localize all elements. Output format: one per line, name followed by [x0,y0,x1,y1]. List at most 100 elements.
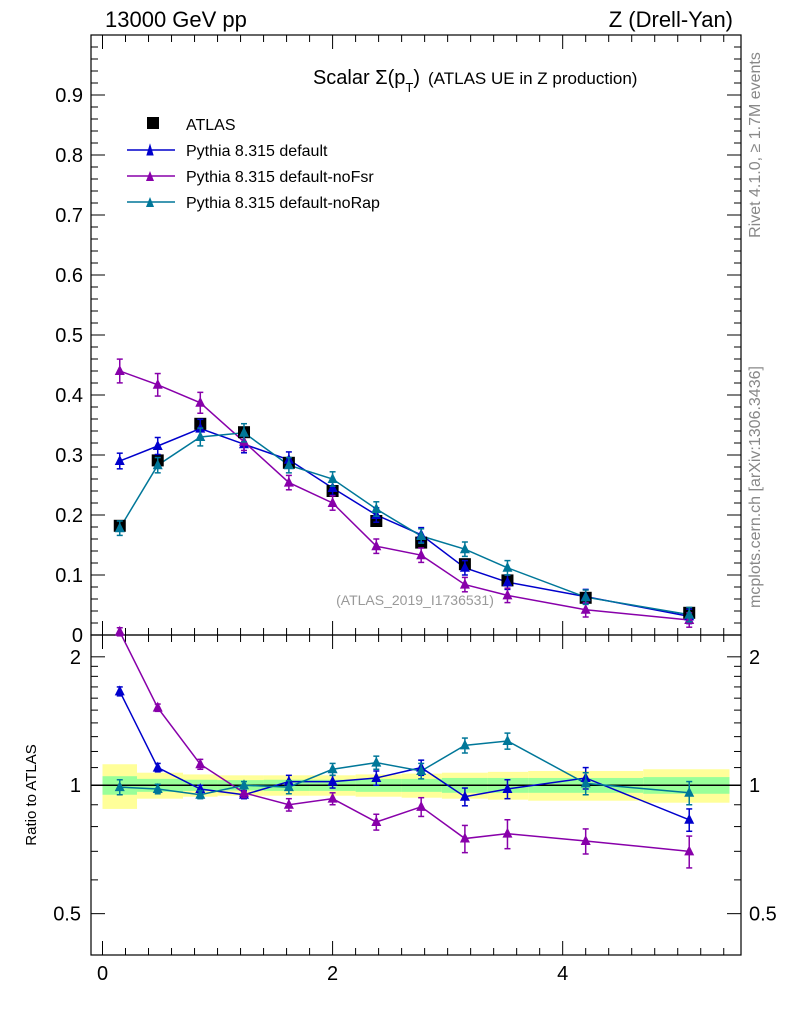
main-ytick-label: 0.4 [55,385,83,407]
analysis-id: (ATLAS_2019_I1736531) [336,592,494,608]
mcplots-label: mcplots.cern.ch [arXiv:1306.3436] [747,366,764,608]
main-ytick-label: 0.9 [55,85,83,107]
main-point-mc [502,576,513,587]
legend-marker-atlas [147,117,159,129]
main-point-mc [684,608,695,619]
ratio-point [114,781,125,792]
ratio-data [114,625,695,869]
ratio-point [327,792,338,803]
main-point-mc [114,455,125,465]
main-point-mc [416,549,427,560]
header-left: 13000 GeV pp [105,7,247,32]
main-point-mc [459,543,470,554]
ratio-point [327,775,338,786]
legend-label-nofsr: Pythia 8.315 default-noFsr [186,169,374,186]
legend-marker-nofsr [146,171,154,181]
legend-label-default: Pythia 8.315 default [186,143,328,160]
main-series-line [119,427,690,618]
main-point-mc [580,591,591,602]
main-ytick-label: 0.3 [55,445,83,467]
ratio-point [459,832,470,843]
legend-label-norap: Pythia 8.315 default-noRap [186,195,380,212]
ratio-series-line [119,740,690,796]
main-point-mc [114,522,125,533]
ratio-ytick-label: 1 [70,775,81,797]
main-title: Scalar Σ(pT) [313,67,420,95]
main-ytick-label: 0 [72,625,83,647]
title-main: Scalar Σ(p [313,67,405,89]
title-close: ) [413,67,420,89]
main-point-mc [152,459,163,470]
main-point-mc [580,603,591,614]
ratio-frame [90,634,742,956]
main-title-rest: (ATLAS UE in Z production) [428,69,637,88]
ratio-point [416,764,427,775]
ratio-point [459,739,470,750]
ratio-point [684,786,695,797]
ratio-point [580,835,591,846]
main-point-mc [152,440,163,450]
title-sub: T [405,80,413,95]
main-series-line [119,370,690,621]
ratio-point [195,758,206,769]
ratio-point [239,779,250,790]
ratio-series-line [119,691,690,821]
main-point-mc [327,482,338,492]
ratio-xtick-label: 0 [97,963,108,985]
main-point-mc [502,589,513,600]
main-point-mc [283,476,294,487]
ratio-point [684,813,695,824]
main-point-mc [195,396,206,407]
ratio-point [502,827,513,838]
main-series-line [119,432,690,616]
ratio-point [371,771,382,782]
main-point-mc [114,365,125,375]
legend: ATLAS Pythia 8.315 default Pythia 8.315 … [127,117,380,212]
ratio-point [283,798,294,809]
ratio-xtick-label: 4 [557,963,568,985]
ratio-point [371,756,382,767]
ratio-point [371,816,382,827]
ratio-ytick-label-right: 2 [749,647,760,669]
main-point-mc [283,459,294,470]
ratio-ytick-label: 0.5 [53,904,81,926]
legend-marker-norap [146,197,154,207]
main-ytick-label: 0.6 [55,265,83,287]
ratio-ylabel: Ratio to ATLAS [23,744,40,845]
main-point-mc [152,378,163,389]
ratio-point [327,763,338,774]
rivet-label: Rivet 4.1.0, ≥ 1.7M events [747,52,764,238]
ratio-point [502,734,513,745]
ratio-ytick-label-right: 1 [749,775,760,797]
ratio-point [195,788,206,799]
main-point-mc [371,503,382,513]
ratio-point [152,761,163,772]
ratio-ticks: 0.5 0.5 1 1 2 2 0 2 4 [53,635,777,985]
ratio-point [152,701,163,712]
ratio-bands [91,764,741,809]
legend-label-atlas: ATLAS [186,117,236,134]
ratio-xtick-label: 2 [327,963,338,985]
main-ytick-label: 0.7 [55,205,83,227]
main-point-mc [327,497,338,507]
ratio-point [416,800,427,811]
ratio-panel: 0.5 0.51 12 20 2 4 Ratio to ATLAS [23,625,777,985]
main-point-mc [195,431,206,441]
header-right: Z (Drell-Yan) [609,7,733,32]
ratio-point [459,790,470,801]
main-point-mc [459,561,470,572]
ratio-point [502,782,513,793]
main-ticks: 0 0.1 0.2 0.3 0.4 0.5 0.6 0.7 0.8 0.9 [55,34,741,647]
ratio-point [580,777,591,788]
ratio-ytick-label: 2 [70,647,81,669]
main-point-mc [239,426,250,437]
ratio-point [239,786,250,797]
main-ytick-label: 0.2 [55,505,83,527]
ratio-point [283,781,294,792]
main-point-mc [371,540,382,551]
main-panel: 0 0.1 0.2 0.3 0.4 0.5 0.6 0.7 0.8 0.9 Scalar Σ(pT… [55,34,742,647]
legend-marker-default [146,143,154,156]
main-point-mc [502,561,513,572]
ratio-series-line [119,631,690,853]
